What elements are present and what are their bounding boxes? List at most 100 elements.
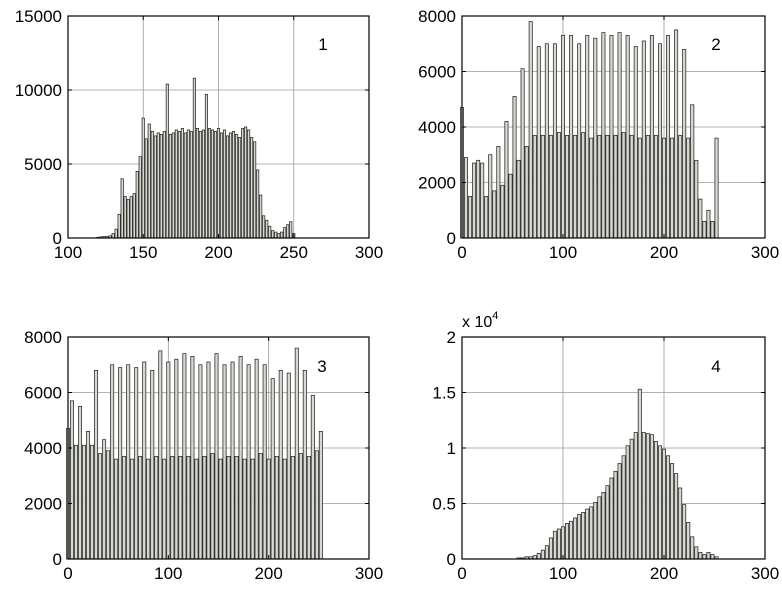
histogram-bar bbox=[258, 453, 263, 560]
histogram-bar bbox=[235, 134, 239, 239]
histogram-bar bbox=[540, 549, 545, 560]
x-tick-label: 250 bbox=[280, 243, 308, 262]
x-tick-label: 0 bbox=[457, 243, 466, 262]
chart-panel-3: 0 100 200 300 0 2000 4000 6000 8000 3 bbox=[24, 328, 383, 583]
histogram-bar bbox=[589, 137, 594, 239]
histogram-bar bbox=[552, 43, 557, 239]
histogram-bar bbox=[548, 134, 553, 239]
histogram-bar bbox=[653, 440, 658, 560]
histogram-bar bbox=[74, 444, 78, 560]
x-tick-label: 200 bbox=[650, 243, 678, 262]
histogram-bar bbox=[686, 522, 691, 560]
histogram-bar bbox=[625, 445, 630, 560]
histogram-bar bbox=[682, 504, 687, 560]
histogram-bar bbox=[102, 439, 107, 560]
histogram-bar bbox=[290, 455, 295, 560]
histogram-bar bbox=[194, 458, 199, 560]
histogram-bar bbox=[690, 104, 695, 239]
x-tick-label: 0 bbox=[63, 564, 72, 583]
histogram-bar bbox=[207, 128, 212, 239]
histogram-bar bbox=[126, 364, 131, 560]
histogram-bar bbox=[70, 400, 74, 560]
histogram-bar bbox=[268, 225, 272, 239]
histogram-bar bbox=[150, 131, 154, 239]
histogram-bar bbox=[144, 138, 148, 239]
x-tick-label: 100 bbox=[54, 243, 82, 262]
x-tick-label: 150 bbox=[129, 243, 157, 262]
histogram-bar bbox=[645, 433, 650, 560]
y-tick-label: 4000 bbox=[418, 118, 456, 137]
histogram-bar bbox=[706, 551, 711, 560]
histogram-bar bbox=[581, 132, 586, 239]
histogram-bar bbox=[156, 132, 160, 239]
histogram-bar bbox=[86, 431, 91, 560]
panel-number-label: 4 bbox=[711, 357, 720, 376]
histogram-bar bbox=[609, 477, 614, 560]
y-tick-label: 2000 bbox=[418, 174, 456, 193]
histogram-bar bbox=[569, 520, 574, 560]
y-tick-label: 6000 bbox=[24, 384, 62, 403]
histogram-bar bbox=[219, 132, 224, 239]
histogram-bar bbox=[132, 193, 136, 239]
histogram-bar bbox=[621, 455, 626, 560]
histogram-bar bbox=[629, 438, 634, 560]
histogram-bar bbox=[585, 508, 590, 560]
histogram-bar bbox=[135, 171, 139, 239]
histogram-bar bbox=[78, 406, 82, 560]
histogram-bar bbox=[192, 77, 196, 239]
histogram-bar bbox=[645, 134, 650, 239]
histogram-bar bbox=[540, 134, 545, 239]
histogram-bar bbox=[621, 132, 626, 239]
histogram-bar bbox=[98, 453, 103, 560]
histogram-bar bbox=[617, 463, 622, 560]
histogram-bar bbox=[492, 190, 497, 239]
histogram-bar bbox=[524, 146, 529, 239]
histogram-bar bbox=[637, 137, 642, 239]
histogram-bar bbox=[714, 137, 719, 239]
histogram-bar bbox=[536, 46, 541, 239]
histogram-bar bbox=[670, 137, 675, 239]
panel-number-label: 2 bbox=[711, 35, 720, 54]
histogram-bar bbox=[270, 378, 275, 560]
histogram-bar bbox=[250, 458, 255, 560]
histogram-bar bbox=[174, 358, 179, 560]
histogram-bar bbox=[286, 224, 290, 239]
histogram-bar bbox=[569, 35, 574, 239]
histogram-bar bbox=[153, 135, 157, 239]
histogram-bar bbox=[573, 517, 578, 560]
histogram-bar bbox=[613, 134, 618, 239]
histogram-bar bbox=[201, 129, 206, 239]
y-tick-label: 15000 bbox=[15, 7, 62, 26]
histogram-bar bbox=[633, 46, 638, 239]
histogram-bar bbox=[698, 551, 703, 560]
histogram-bar bbox=[170, 455, 175, 560]
histogram-bar bbox=[204, 94, 209, 239]
histogram-bar bbox=[195, 128, 199, 239]
histogram-bar bbox=[216, 128, 221, 239]
histogram-bar bbox=[110, 364, 115, 560]
histogram-bar bbox=[118, 367, 123, 560]
x-tick-label: 200 bbox=[650, 564, 678, 583]
histogram-bar bbox=[130, 458, 135, 560]
histogram-bar bbox=[532, 134, 537, 239]
chart-panel-1: 100 150 200 250 300 0 5000 10000 15000 1 bbox=[15, 7, 383, 262]
histogram-bar bbox=[147, 123, 151, 239]
y-tick-label: 5000 bbox=[24, 155, 62, 174]
histogram-bar bbox=[106, 450, 111, 560]
histogram-bar bbox=[214, 353, 219, 560]
histogram-bar bbox=[141, 117, 145, 239]
histogram-bar bbox=[508, 173, 513, 239]
histogram-bar bbox=[117, 213, 121, 239]
histogram-bar bbox=[585, 35, 590, 239]
x-tick-label: 300 bbox=[751, 564, 779, 583]
histogram-bar bbox=[662, 137, 666, 239]
histogram-bar bbox=[168, 134, 172, 239]
histogram-bar bbox=[114, 228, 118, 239]
histogram-bar bbox=[289, 221, 293, 239]
histogram-bar bbox=[633, 432, 638, 560]
histogram-bar bbox=[206, 361, 211, 560]
histogram-bar bbox=[198, 364, 203, 560]
histogram-bar bbox=[262, 364, 267, 560]
histogram-bar bbox=[617, 32, 622, 239]
